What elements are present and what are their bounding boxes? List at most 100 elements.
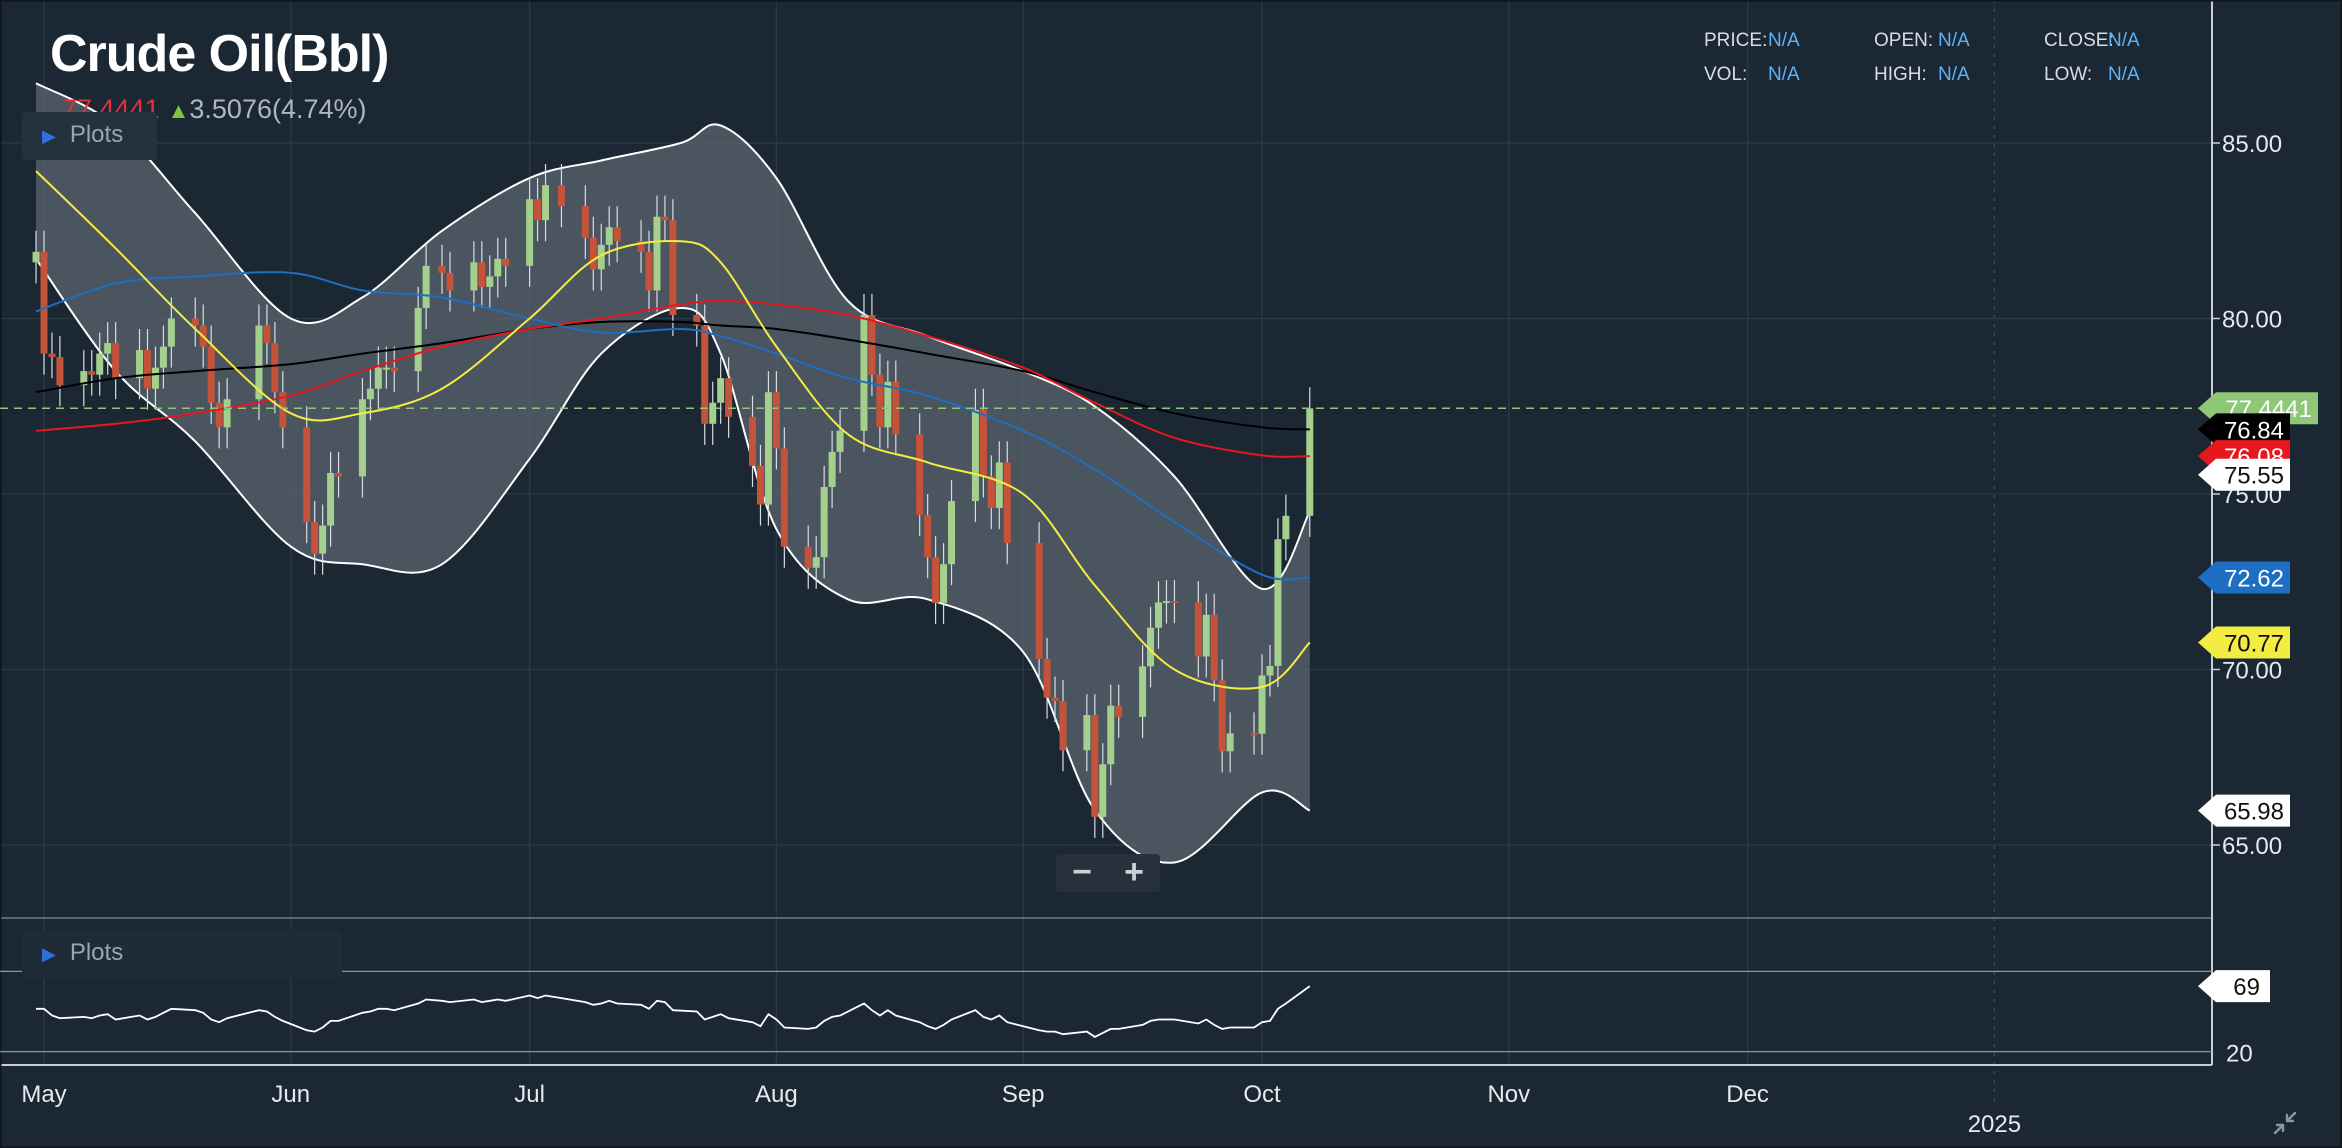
candle-body bbox=[80, 371, 88, 386]
candle-body bbox=[884, 381, 892, 428]
candle-body bbox=[48, 353, 56, 358]
candle-body bbox=[358, 399, 366, 477]
candle-body bbox=[725, 378, 733, 417]
candle-body bbox=[215, 402, 223, 428]
open-value: N/A bbox=[1938, 30, 1970, 51]
candle-body bbox=[1210, 614, 1218, 681]
zoom-in-button[interactable]: + bbox=[1124, 853, 1144, 891]
candle-body bbox=[860, 314, 868, 431]
candle-body bbox=[804, 546, 812, 568]
candle-body bbox=[112, 343, 120, 379]
candle-body bbox=[995, 462, 1003, 509]
candle-body bbox=[366, 388, 374, 400]
candle-body bbox=[223, 399, 231, 428]
price-tag-label: 72.62 bbox=[2224, 566, 2284, 593]
candle-body bbox=[812, 557, 820, 568]
candle-body bbox=[756, 465, 764, 505]
candle-body bbox=[136, 350, 144, 379]
moving-averages bbox=[35, 170, 1311, 690]
price-tag-label: 70.77 bbox=[2224, 630, 2284, 657]
candle-body bbox=[374, 367, 382, 389]
candle-body bbox=[932, 557, 940, 603]
up-arrow-icon: ▲ bbox=[167, 98, 190, 123]
candle-body bbox=[1115, 705, 1123, 717]
candle-body bbox=[772, 392, 780, 449]
candle-body bbox=[1306, 408, 1314, 516]
candle-body bbox=[1170, 601, 1178, 604]
zoom-control: − + bbox=[1056, 854, 1160, 892]
candle-body bbox=[159, 346, 167, 368]
candle-body bbox=[486, 276, 494, 287]
candle-body bbox=[637, 241, 645, 252]
candle-body bbox=[470, 262, 478, 291]
high-value: N/A bbox=[1938, 64, 1970, 85]
candle-body bbox=[1003, 462, 1011, 544]
candle-body bbox=[1083, 715, 1091, 751]
price-label: PRICE: bbox=[1704, 30, 1768, 51]
candle-body bbox=[303, 427, 311, 523]
candle-body bbox=[311, 522, 319, 554]
plots-label: Plots bbox=[69, 121, 124, 148]
candle-body bbox=[1035, 543, 1043, 659]
bollinger-upper-line bbox=[35, 82, 1311, 590]
candle-body bbox=[526, 199, 534, 266]
candle-body bbox=[709, 402, 717, 424]
candle-body bbox=[414, 307, 422, 372]
candle-body bbox=[581, 206, 589, 238]
candle-body bbox=[382, 367, 390, 370]
price-tag-label: 65.98 bbox=[2224, 799, 2284, 826]
candlesticks bbox=[32, 164, 1314, 838]
price-value: N/A bbox=[1768, 30, 1800, 51]
candle-body bbox=[1139, 666, 1147, 717]
price-tag-shape bbox=[2198, 458, 2290, 491]
ma-line bbox=[35, 320, 1310, 431]
candle-body bbox=[1194, 602, 1202, 657]
candle-body bbox=[764, 392, 772, 505]
ma-line bbox=[35, 271, 1310, 581]
candle-body bbox=[1250, 733, 1258, 736]
candle-body bbox=[987, 476, 995, 509]
plots-toggle-oscillator[interactable]: ▶ Plots bbox=[22, 930, 342, 978]
candle-body bbox=[1202, 614, 1210, 657]
candle-body bbox=[255, 325, 263, 400]
plots-label: Plots bbox=[69, 939, 124, 966]
x-tick-label: Sep bbox=[1002, 1081, 1045, 1108]
expand-triangle-icon: ▶ bbox=[42, 126, 56, 146]
candle-body bbox=[263, 325, 271, 344]
price-tag-label: 76.84 bbox=[2224, 417, 2284, 444]
candle-body bbox=[589, 237, 597, 270]
y-tick-label: 65.00 bbox=[2222, 833, 2282, 860]
collapse-icon[interactable] bbox=[2272, 1110, 2298, 1136]
zoom-out-button[interactable]: − bbox=[1072, 853, 1092, 891]
price-tag: 70.77 bbox=[2198, 626, 2290, 659]
high-label: HIGH: bbox=[1874, 64, 1927, 85]
expand-triangle-icon: ▶ bbox=[42, 944, 56, 964]
plots-toggle-main[interactable]: ▶ Plots bbox=[22, 112, 157, 160]
price-tag-shape bbox=[2198, 794, 2290, 827]
price-tag: 65.98 bbox=[2198, 794, 2290, 827]
vol-value: N/A bbox=[1768, 64, 1800, 85]
candle-body bbox=[1274, 539, 1282, 666]
price-tag-shape bbox=[2198, 413, 2290, 446]
close-label: CLOSE: bbox=[2044, 30, 2114, 51]
low-value: N/A bbox=[2108, 64, 2140, 85]
oscillator-line bbox=[36, 985, 1311, 1038]
candle-body bbox=[892, 381, 900, 435]
candle-body bbox=[916, 434, 924, 516]
candle-body bbox=[1155, 602, 1163, 628]
x-tick-label: Jul bbox=[514, 1081, 545, 1108]
instrument-title: Crude Oil(Bbl) bbox=[50, 25, 389, 83]
x-axis-ticks[interactable]: May Jun Jul Aug Sep Oct Nov Dec 2025 bbox=[21, 1081, 2021, 1138]
candle-body bbox=[494, 258, 502, 277]
x-tick-label: Dec bbox=[1726, 1081, 1769, 1108]
candle-body bbox=[1266, 665, 1274, 676]
open-label: OPEN: bbox=[1874, 30, 1934, 51]
candle-body bbox=[40, 251, 48, 354]
price-tag: 76.84 bbox=[2198, 413, 2290, 446]
candle-body bbox=[319, 525, 327, 554]
